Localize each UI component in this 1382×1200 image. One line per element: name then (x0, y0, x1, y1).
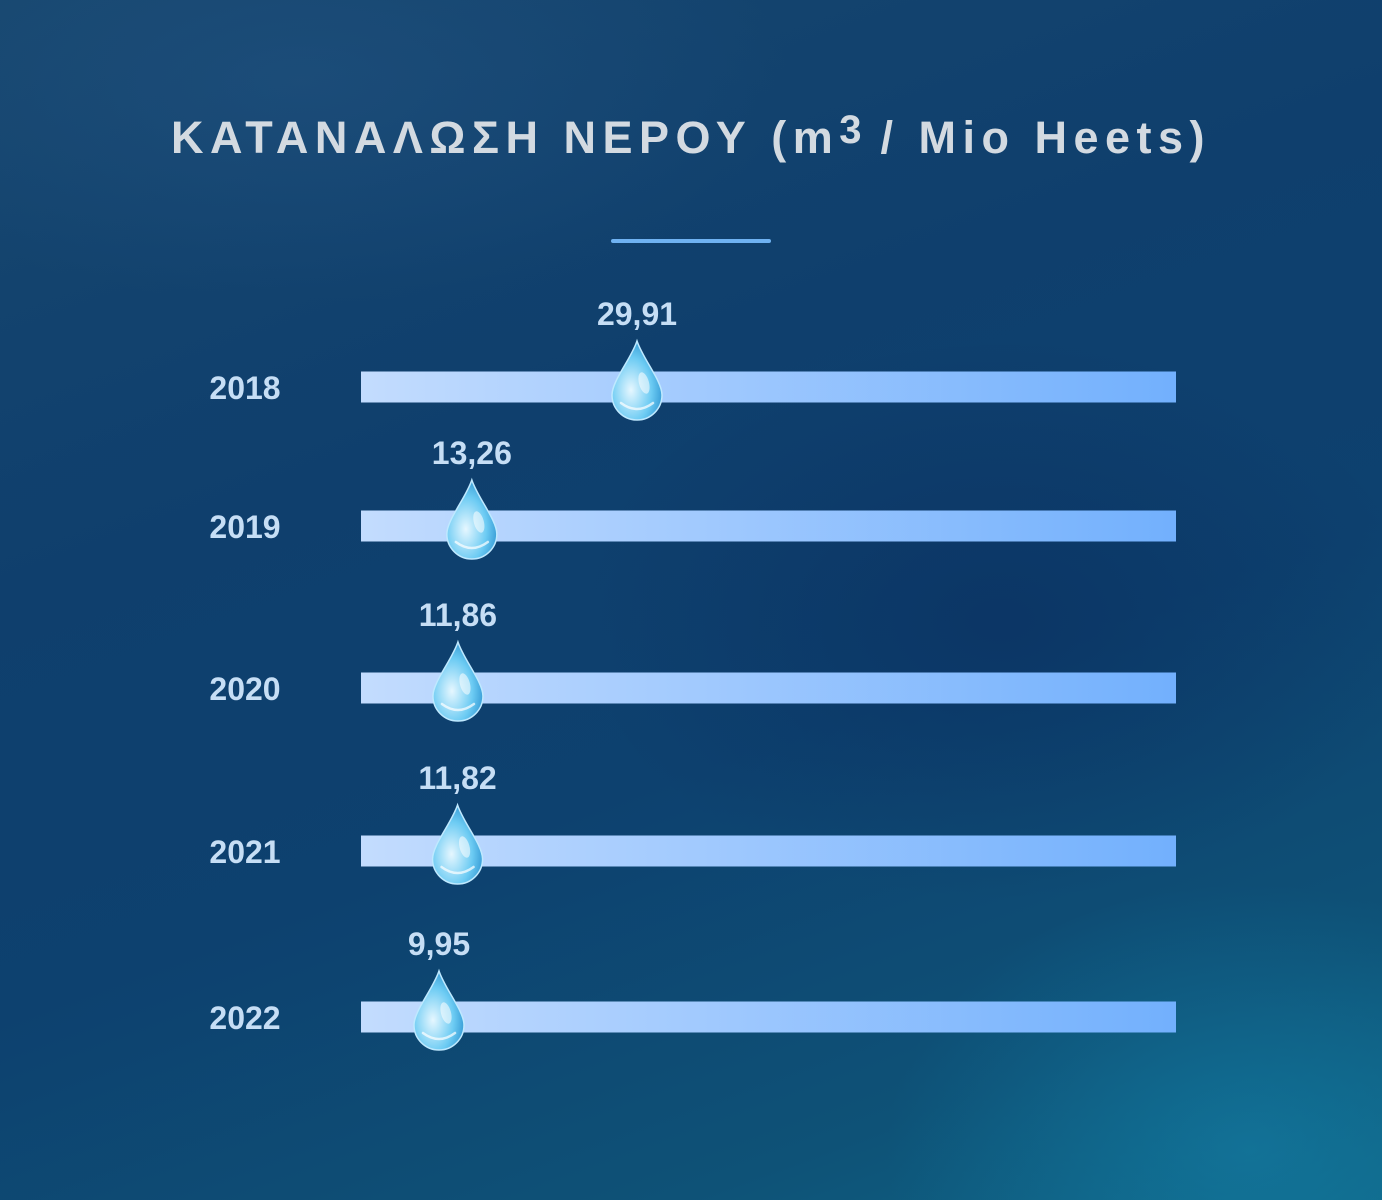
bar-track (361, 672, 1176, 704)
chart-title: ΚΑΤΑΝΑΛΩΣΗ ΝΕΡΟΥ (m3 / Mio Heets) (0, 108, 1382, 164)
water-drop-icon (413, 968, 465, 1051)
value-label: 11,82 (418, 760, 496, 796)
title-superscript: 3 (839, 108, 862, 152)
water-drop-icon (432, 639, 484, 722)
title-divider (611, 239, 771, 243)
title-main: ΚΑΤΑΝΑΛΩΣΗ ΝΕΡΟΥ (m (170, 112, 840, 163)
water-drop-icon (611, 338, 663, 421)
water-drop-icon (446, 477, 498, 560)
water-drop-icon (431, 802, 484, 885)
value-label: 29,91 (597, 296, 677, 332)
bar-track (361, 1001, 1176, 1033)
year-label: 2019 (209, 509, 280, 545)
year-label: 2020 (209, 671, 280, 707)
value-label: 13,26 (432, 435, 512, 471)
year-label: 2022 (209, 1000, 280, 1036)
value-label: 11,86 (419, 597, 497, 633)
value-label: 9,95 (408, 926, 470, 962)
bar-track (361, 835, 1176, 867)
bar-track (361, 371, 1176, 403)
year-label: 2021 (209, 834, 280, 870)
title-tail: / Mio Heets) (861, 112, 1212, 163)
year-label: 2018 (209, 370, 280, 406)
